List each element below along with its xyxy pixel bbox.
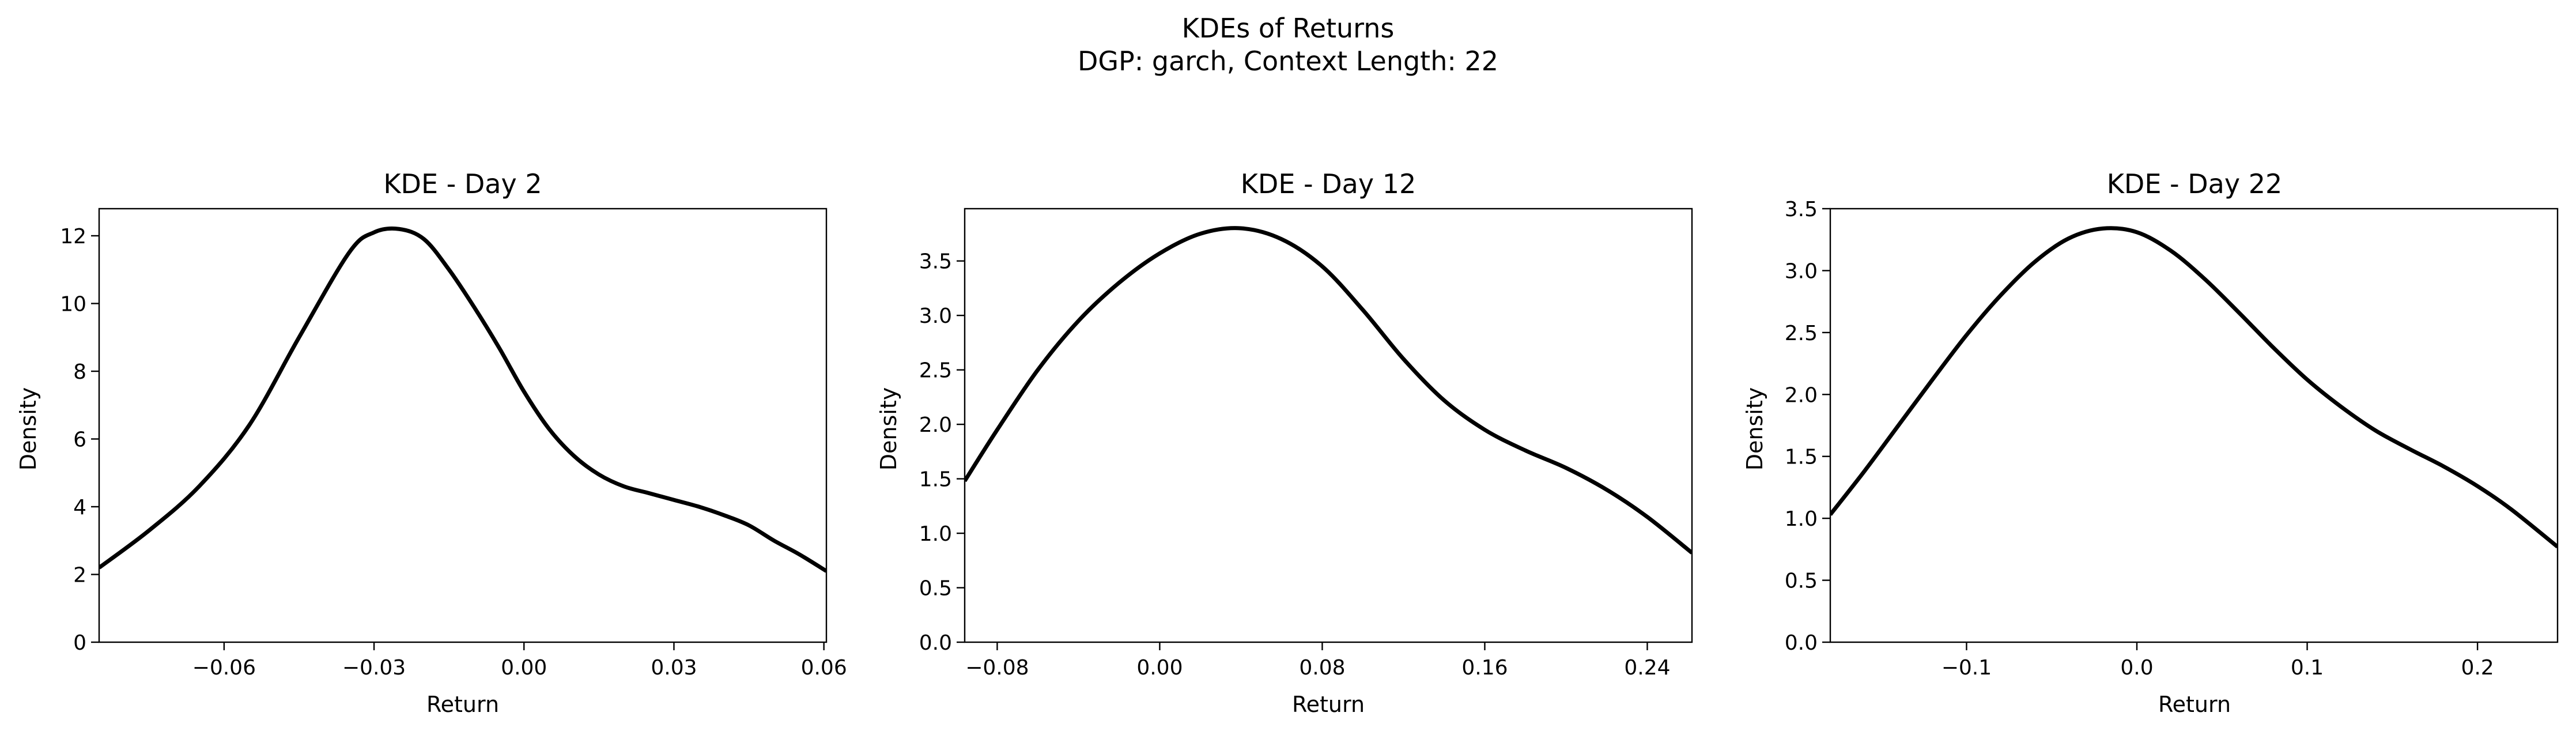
y-tick-label: 3.5	[1785, 198, 1818, 221]
x-axis-label: Return	[2158, 692, 2231, 717]
y-tick-label: 3.0	[1785, 259, 1818, 283]
x-tick-label: 0.06	[801, 656, 847, 680]
y-tick-label: 2.0	[919, 413, 952, 437]
x-tick-label: 0.00	[1136, 656, 1183, 680]
x-tick-label: 0.0	[2120, 656, 2153, 680]
x-axis-label: Return	[1292, 692, 1365, 717]
y-tick-label: 10	[60, 293, 86, 316]
x-tick-label: −0.1	[1942, 656, 1992, 680]
subplot-day-2: KDE - Day 2 Return Density −0.06 −0.03 0.0…	[16, 168, 847, 717]
y-tick-label: 0.5	[919, 577, 952, 601]
kde-line	[99, 226, 826, 573]
y-axis-label: Density	[16, 387, 41, 470]
y-tick-label: 3.5	[919, 250, 952, 274]
x-tick-label: 0.1	[2291, 656, 2324, 680]
y-tick-label: 6	[73, 428, 86, 452]
subplot-day-22: KDE - Day 22 Return Density −0.1 0.0 0.1 0.…	[1742, 168, 2559, 717]
y-axis-label: Density	[1742, 387, 1767, 470]
y-tick-label: 0	[73, 631, 86, 655]
y-tick-label: 2.5	[1785, 322, 1818, 345]
subplot-title: KDE - Day 22	[2107, 168, 2282, 199]
kde-line	[965, 226, 1692, 555]
axes-frame	[98, 208, 828, 643]
x-axis-label: Return	[426, 692, 499, 717]
y-tick-label: 0.5	[1785, 570, 1818, 593]
y-tick-label: 1.0	[919, 522, 952, 546]
x-tick-label: −0.08	[965, 656, 1029, 680]
x-tick-label: 0.08	[1299, 656, 1345, 680]
x-tick-label: 0.24	[1624, 656, 1670, 680]
figure-title: KDEs of Returns	[1182, 13, 1395, 44]
subplot-title: KDE - Day 2	[383, 168, 542, 199]
y-tick-label: 1.5	[919, 468, 952, 492]
y-tick-label: 12	[60, 225, 86, 248]
subplot-title: KDE - Day 12	[1241, 168, 1416, 199]
y-tick-label: 1.0	[1785, 507, 1818, 531]
x-tick-label: 0.16	[1461, 656, 1508, 680]
subplot-day-12: KDE - Day 12 Return Density −0.08 0.00 0.0…	[876, 168, 1693, 717]
y-tick-label: 2.5	[919, 359, 952, 383]
axes-frame	[964, 208, 1693, 643]
y-tick-label: 1.5	[1785, 446, 1818, 469]
y-tick-label: 0.0	[1785, 631, 1818, 655]
y-tick-label: 4	[73, 496, 86, 519]
y-tick-label: 2.0	[1785, 383, 1818, 407]
y-tick-label: 2	[73, 564, 86, 587]
y-tick-label: 8	[73, 360, 86, 384]
x-tick-label: −0.03	[342, 656, 406, 680]
x-tick-label: 0.00	[501, 656, 547, 680]
axes-frame	[1829, 208, 2559, 643]
y-tick-label: 3.0	[919, 304, 952, 328]
x-tick-label: 0.03	[651, 656, 697, 680]
figure-subtitle: DGP: garch, Context Length: 22	[1078, 46, 1498, 77]
kde-line	[1830, 226, 2558, 549]
x-tick-label: −0.06	[192, 656, 256, 680]
y-tick-label: 0.0	[919, 631, 952, 655]
x-tick-label: 0.2	[2461, 656, 2494, 680]
y-axis-label: Density	[876, 387, 901, 470]
